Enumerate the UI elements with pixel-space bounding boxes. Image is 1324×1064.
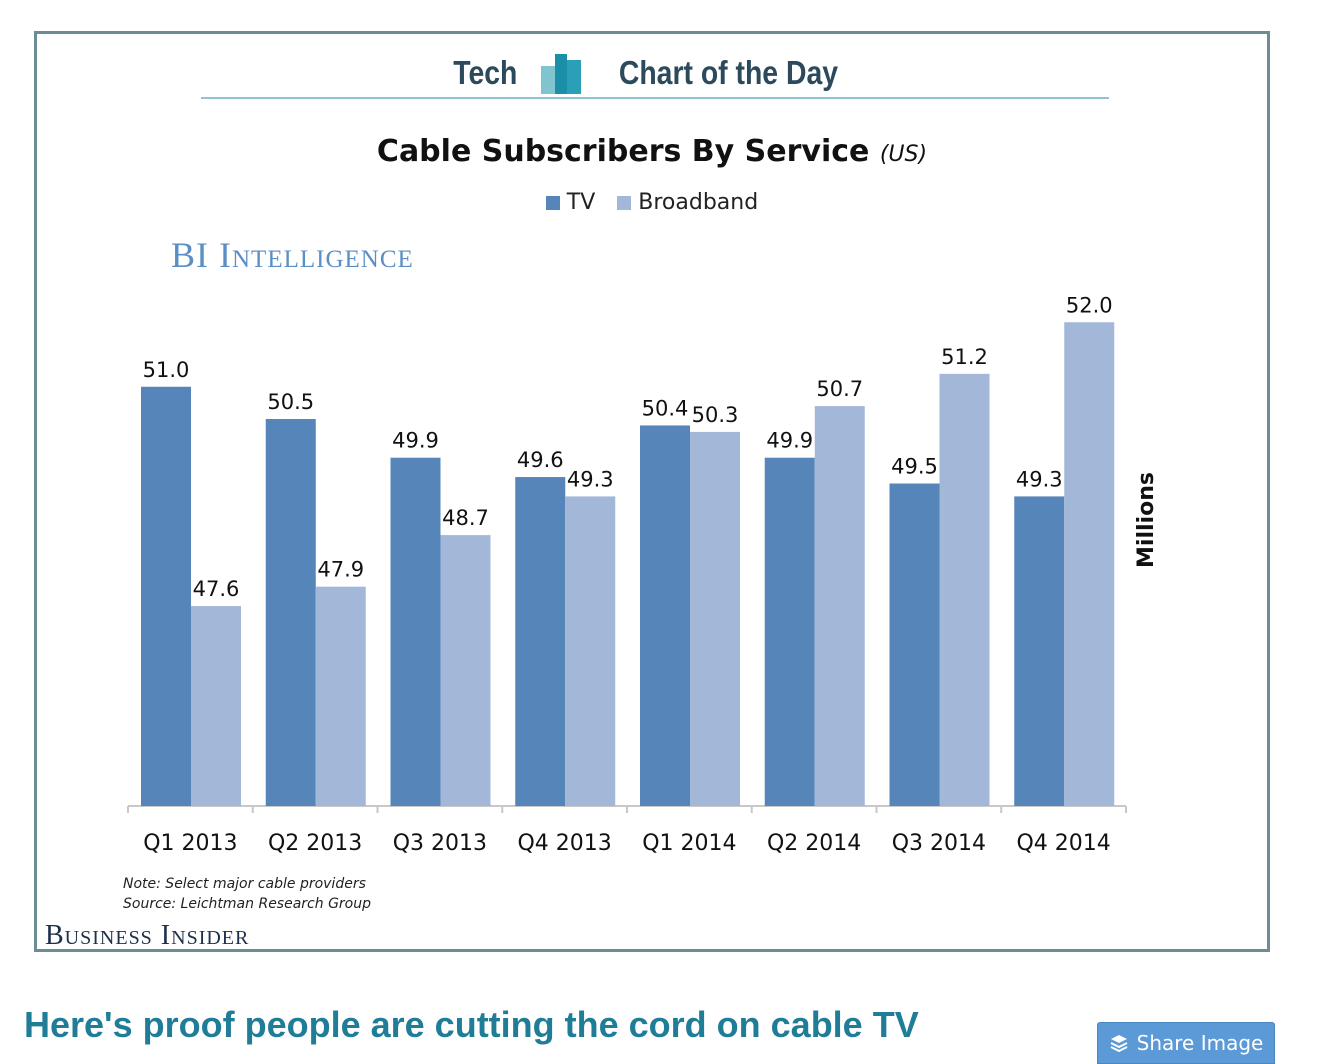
bar-broadband	[690, 431, 740, 806]
share-image-label: Share Image	[1136, 1031, 1264, 1055]
data-label-tv: 50.4	[642, 396, 689, 420]
bi-intelligence-logo: BI Intelligence	[171, 235, 414, 275]
source-line: Source: Leichtman Research Group	[123, 896, 371, 912]
bar-broadband	[440, 535, 491, 806]
chart-title: Cable Subscribers By Service (US)	[37, 134, 1267, 169]
data-label-tv: 49.9	[392, 429, 439, 453]
banner-divider	[201, 97, 1109, 99]
data-label-broadband: 47.9	[317, 558, 364, 582]
bar-tv	[265, 419, 316, 806]
bar-tv	[390, 457, 441, 806]
bar-tv	[1014, 496, 1065, 806]
bar-tv	[764, 457, 815, 806]
bar-chart-plot: 51.0 47.6 Q1 2013 50.5 47.9 Q2 2013 49.9 48.7 Q3…	[127, 293, 1159, 856]
bar-tv	[889, 483, 940, 806]
chart-title-subtitle: (US)	[879, 142, 928, 167]
legend-label-broadband: Broadband	[638, 190, 759, 215]
legend-swatch-broadband	[617, 195, 632, 210]
note-line: Note: Select major cable providers	[123, 876, 366, 892]
x-tick-label: Q2 2013	[268, 831, 362, 856]
share-image-button[interactable]: Share Image	[1097, 1022, 1275, 1064]
chart-legend: TV Broadband	[37, 190, 1267, 215]
bar-broadband	[814, 406, 865, 806]
bar-tv	[515, 477, 566, 806]
bar-broadband	[1064, 322, 1115, 806]
data-label-broadband: 49.3	[567, 467, 614, 491]
y-axis-label: Millions	[1134, 472, 1159, 568]
data-label-tv: 49.9	[766, 429, 813, 453]
data-label-broadband: 48.7	[442, 506, 489, 530]
bar-broadband	[315, 586, 366, 806]
chart-note: Note: Select major cable providers Sourc…	[123, 874, 371, 914]
data-label-broadband: 52.0	[1066, 293, 1113, 317]
chart-of-the-day-banner: Tech Chart of the Day	[37, 48, 1267, 98]
bar-broadband	[939, 373, 990, 806]
x-tick-label: Q1 2014	[642, 831, 736, 856]
legend-label-tv: TV	[566, 190, 596, 215]
x-tick-label: Q4 2014	[1016, 831, 1110, 856]
data-label-broadband: 50.7	[816, 377, 863, 401]
x-tick-label: Q4 2013	[517, 831, 611, 856]
legend-item-broadband: Broadband	[617, 190, 758, 215]
x-tick-label: Q2 2014	[767, 831, 861, 856]
legend-item-tv: TV	[545, 190, 596, 215]
data-label-tv: 49.3	[1016, 467, 1063, 491]
bar-tv	[640, 425, 690, 806]
bar-chart-logo-icon	[540, 54, 581, 94]
banner-left-text: Tech	[453, 54, 518, 91]
data-label-tv: 49.5	[891, 455, 938, 479]
data-label-broadband: 47.6	[193, 577, 240, 601]
article-headline[interactable]: Here's proof people are cutting the cord…	[24, 1004, 919, 1045]
x-tick-label: Q1 2013	[143, 831, 237, 856]
data-label-tv: 49.6	[517, 448, 564, 472]
bar-broadband	[191, 606, 241, 806]
banner-right-text: Chart of the Day	[618, 54, 838, 91]
business-insider-logo: Business Insider	[45, 920, 250, 951]
x-tick-label: Q3 2014	[892, 831, 986, 856]
x-tick-label: Q3 2013	[393, 831, 487, 856]
data-label-tv: 50.5	[267, 390, 314, 414]
layers-icon	[1110, 1035, 1128, 1053]
data-label-broadband: 50.3	[692, 403, 739, 427]
bar-broadband	[565, 496, 616, 806]
legend-swatch-tv	[545, 195, 560, 210]
bar-tv	[141, 386, 191, 806]
chart-title-main: Cable Subscribers By Service	[376, 134, 870, 169]
data-label-tv: 51.0	[143, 358, 190, 382]
data-label-broadband: 51.2	[941, 345, 988, 369]
